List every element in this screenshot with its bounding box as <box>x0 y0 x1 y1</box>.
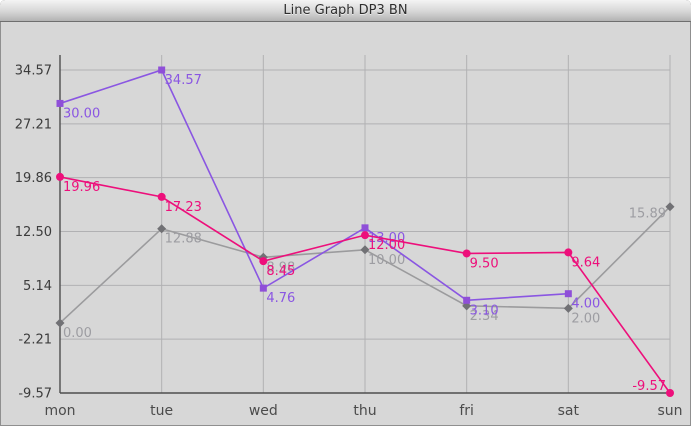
gray-series-marker <box>665 202 675 212</box>
purple-series-marker <box>259 284 267 292</box>
pink-series-value-label: 19.96 <box>63 180 100 195</box>
y-tick-label: 19.86 <box>15 171 52 186</box>
chart-area: 34.57 27.21 19.86 12.50 5.14 -2.21 -9.57 mon tue… <box>0 22 691 426</box>
purple-series-marker <box>56 99 64 107</box>
x-tick-label: tue <box>150 403 173 419</box>
purple-series-value-label: 3.10 <box>470 303 499 318</box>
gray-series-value-label: 15.89 <box>629 207 666 222</box>
pink-series-value-label: 9.64 <box>571 255 600 270</box>
y-tick-label: -2.21 <box>18 333 52 348</box>
pink-series-marker <box>666 389 674 397</box>
purple-series-line <box>59 69 569 302</box>
gray-series-marker <box>563 303 573 313</box>
x-tick-label: mon <box>44 403 75 419</box>
x-tick-label: sat <box>558 403 580 419</box>
gray-series-value-label: 2.34 <box>470 309 499 324</box>
x-tick-label: sun <box>657 403 682 419</box>
pink-series-marker <box>259 257 268 266</box>
purple-series-marker <box>158 66 166 74</box>
pink-series-marker <box>462 249 471 258</box>
gray-series-value-label: 0.00 <box>63 326 92 341</box>
x-tick-label: fri <box>459 403 474 419</box>
pink-series-value-label: 12.00 <box>368 238 405 253</box>
purple-series-marker <box>361 224 369 232</box>
gray-series-value-label: 12.88 <box>165 232 202 247</box>
purple-series-value-label: 4.00 <box>571 297 600 312</box>
pink-series-marker <box>56 172 64 181</box>
purple-series-marker <box>463 296 471 304</box>
purple-series-marker <box>564 290 572 298</box>
y-tick-label: -9.57 <box>18 387 52 402</box>
x-tick-label: wed <box>249 403 278 419</box>
gray-series-marker <box>360 245 370 255</box>
y-tick-label: 12.50 <box>15 225 52 240</box>
y-tick-label: 34.57 <box>15 64 52 79</box>
y-tick-label: 5.14 <box>23 279 52 294</box>
pink-series-value-label: 9.50 <box>470 256 499 271</box>
gray-series-value-label: 2.00 <box>571 311 600 326</box>
pink-series-marker <box>361 231 369 240</box>
gray-series-value-label: 10.00 <box>368 253 405 268</box>
pink-series-marker <box>157 192 166 201</box>
gray-series-value-label: 8.98 <box>266 260 295 275</box>
pink-series-value-label: -9.57 <box>632 379 666 394</box>
window-title: Line Graph DP3 BN <box>283 3 408 18</box>
purple-series-value-label: 4.76 <box>266 291 295 306</box>
gray-series-marker <box>55 318 65 328</box>
gray-series-marker <box>157 224 167 234</box>
purple-series-value-label: 30.00 <box>63 106 100 121</box>
pink-series-value-label: 8.45 <box>266 264 295 279</box>
x-tick-label: thu <box>353 403 376 419</box>
window-titlebar[interactable]: Line Graph DP3 BN <box>0 0 691 22</box>
pink-series-marker <box>564 248 573 257</box>
purple-series-value-label: 34.57 <box>165 73 202 88</box>
pink-series-value-label: 17.23 <box>165 200 202 215</box>
y-tick-label: 27.21 <box>15 117 52 132</box>
